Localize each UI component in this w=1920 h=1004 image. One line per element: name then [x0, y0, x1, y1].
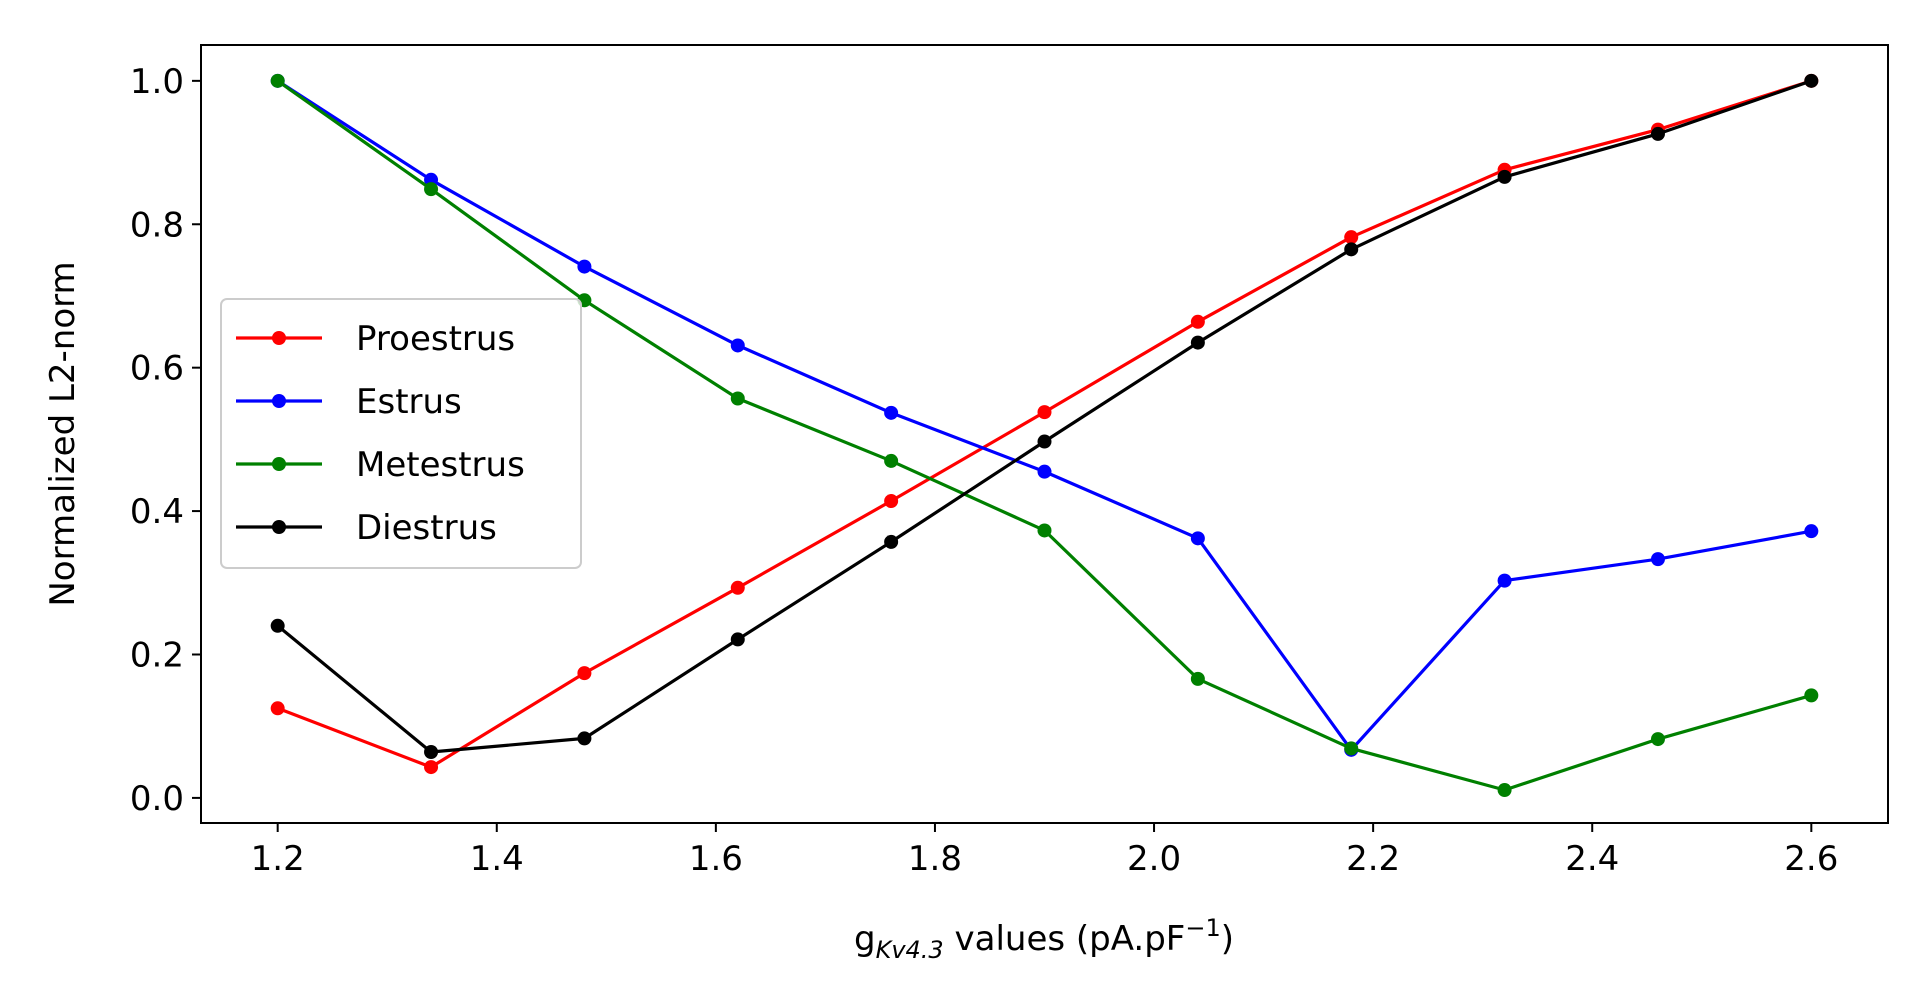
data-point-diestrus [884, 534, 899, 549]
y-axis-label: Normalized L2-norm [43, 261, 83, 606]
data-point-diestrus [730, 632, 745, 647]
data-point-proestrus [730, 580, 745, 595]
data-point-diestrus [1344, 242, 1359, 257]
legend-swatch-marker [272, 457, 286, 471]
y-tick-label: 0.0 [130, 779, 184, 819]
legend-label: Metestrus [356, 445, 525, 485]
axes-frame [200, 44, 1889, 824]
series-metestrus [270, 73, 1819, 798]
data-point-estrus [1650, 552, 1665, 567]
series-proestrus [270, 73, 1819, 775]
x-tick-label: 1.6 [689, 839, 743, 879]
data-point-metestrus [1650, 732, 1665, 747]
legend-swatch-marker [272, 520, 286, 534]
y-tick-label: 0.6 [130, 349, 184, 389]
x-axis-label: gKv4.3 values (pA.pF−1) [854, 914, 1234, 964]
x-axis-label-end: ) [1221, 919, 1234, 959]
data-point-metestrus [270, 73, 285, 88]
data-point-proestrus [1344, 230, 1359, 245]
data-point-proestrus [884, 494, 899, 509]
series-diestrus [270, 73, 1819, 760]
data-point-diestrus [1804, 73, 1819, 88]
data-point-estrus [1497, 573, 1512, 588]
legend-item-proestrus: Proestrus [236, 319, 515, 359]
x-axis-label-rest: values (pA.pF [944, 919, 1186, 959]
x-tick-label: 1.2 [251, 839, 305, 879]
y-tick-label: 0.2 [130, 635, 184, 675]
data-point-diestrus [1497, 169, 1512, 184]
data-point-proestrus [424, 760, 439, 775]
legend-label: Proestrus [356, 319, 515, 359]
data-point-estrus [730, 338, 745, 353]
data-point-metestrus [1037, 523, 1052, 538]
data-point-diestrus [1650, 126, 1665, 141]
x-tick-label: 2.4 [1565, 839, 1619, 879]
x-tick-label: 1.8 [908, 839, 962, 879]
data-point-diestrus [270, 618, 285, 633]
data-point-metestrus [884, 453, 899, 468]
legend-frame [220, 298, 582, 569]
y-tick-label: 0.8 [130, 205, 184, 245]
x-tick-label: 2.0 [1127, 839, 1181, 879]
data-point-metestrus [424, 182, 439, 197]
data-point-metestrus [1344, 741, 1359, 756]
x-tick-label: 2.6 [1784, 839, 1838, 879]
data-point-estrus [1190, 531, 1205, 546]
data-point-proestrus [1190, 314, 1205, 329]
data-point-estrus [1804, 524, 1819, 539]
legend-label: Estrus [356, 382, 462, 422]
data-point-proestrus [270, 701, 285, 716]
data-point-diestrus [1037, 434, 1052, 449]
legend-swatch-marker [272, 331, 286, 345]
legend-label: Diestrus [356, 508, 497, 548]
plot-area [270, 73, 1819, 798]
x-axis-label-main: g [854, 919, 876, 959]
y-tick-label: 0.4 [130, 492, 184, 532]
y-tick-label: 1.0 [130, 62, 184, 102]
data-point-estrus [1037, 464, 1052, 479]
x-axis-label-superscript: −1 [1185, 914, 1220, 942]
data-point-proestrus [577, 666, 592, 681]
data-point-estrus [577, 259, 592, 274]
data-point-metestrus [1804, 688, 1819, 703]
data-point-diestrus [424, 745, 439, 760]
data-point-diestrus [577, 731, 592, 746]
data-point-metestrus [730, 391, 745, 406]
data-point-metestrus [1190, 671, 1205, 686]
legend-swatch-marker [272, 394, 286, 408]
x-tick-label: 2.2 [1346, 839, 1400, 879]
legend: Proestrus Estrus Metestrus Diestrus [220, 298, 582, 569]
legend-item-estrus: Estrus [236, 382, 462, 422]
y-axis-ticks: 0.0 0.2 0.4 0.6 0.8 1.0 [130, 62, 201, 819]
data-point-proestrus [1037, 405, 1052, 420]
data-point-diestrus [1190, 335, 1205, 350]
x-axis-label-subscript: Kv4.3 [876, 936, 944, 964]
legend-item-metestrus: Metestrus [236, 445, 525, 485]
data-point-estrus [884, 405, 899, 420]
x-axis-ticks: 1.2 1.4 1.6 1.8 2.0 2.2 2.4 2.6 [251, 823, 1838, 879]
x-tick-label: 1.4 [470, 839, 524, 879]
legend-item-diestrus: Diestrus [236, 508, 497, 548]
data-point-metestrus [1497, 783, 1512, 798]
